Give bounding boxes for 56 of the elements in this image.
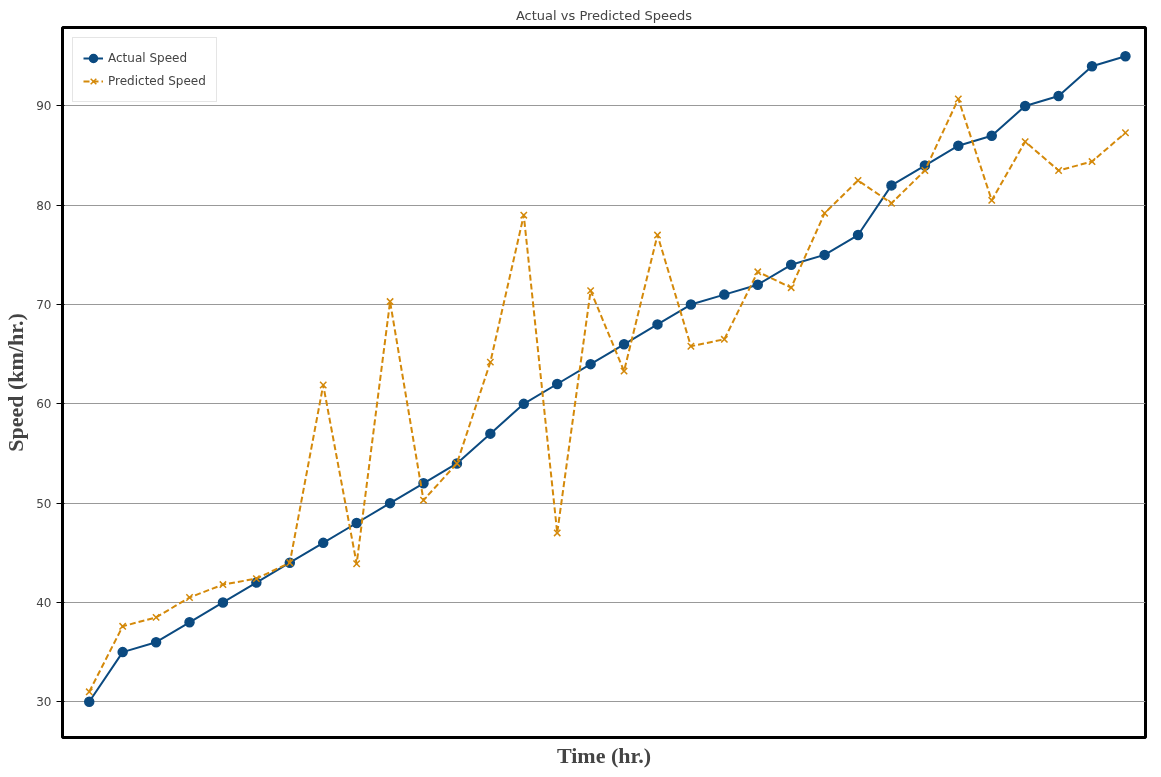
point: [252, 574, 261, 583]
chart-title: Actual vs Predicted Speeds: [515, 7, 693, 23]
point: [719, 289, 730, 300]
point: [485, 428, 496, 439]
point: [986, 130, 997, 141]
point: [886, 180, 897, 191]
point: [185, 593, 194, 602]
point: [1086, 60, 1098, 72]
point: [384, 497, 396, 509]
y-tick-label: 90: [36, 99, 52, 114]
y-tick-label: 30: [36, 695, 52, 710]
point: [551, 378, 563, 390]
point: [1121, 128, 1130, 137]
point: [351, 517, 362, 529]
y-axis-title: Speed (km/hr.): [3, 313, 29, 452]
point: [317, 537, 329, 549]
point: [618, 339, 630, 350]
point: [753, 267, 762, 276]
y-tick-label: 40: [36, 595, 52, 610]
point: [85, 687, 94, 696]
point: [519, 211, 528, 220]
y-tick-label: 80: [36, 198, 52, 213]
y-tick-label: 70: [36, 298, 52, 313]
point: [586, 286, 595, 295]
point: [852, 229, 864, 241]
point: [585, 358, 596, 370]
y-tick-label: 50: [36, 496, 52, 511]
point: [150, 636, 162, 648]
point: [620, 367, 628, 376]
point: [953, 140, 964, 151]
point: [184, 617, 195, 628]
point: [1019, 100, 1031, 112]
point: [1120, 51, 1131, 62]
point: [1021, 137, 1030, 146]
point: [819, 249, 830, 261]
point: [83, 696, 95, 707]
point: [486, 358, 495, 367]
point: [1053, 90, 1064, 102]
point: [217, 597, 229, 608]
point: [117, 646, 128, 658]
point: [419, 496, 428, 505]
legend-label: Actual Speed: [108, 51, 188, 65]
point: [785, 259, 797, 271]
point: [319, 381, 328, 389]
point: [518, 398, 530, 410]
point: [1054, 166, 1063, 175]
point: [987, 196, 996, 205]
point: [386, 297, 395, 306]
point: [652, 319, 663, 330]
point: [752, 279, 764, 290]
point: [720, 335, 729, 344]
y-tick-label: 60: [36, 397, 52, 412]
point: [685, 299, 697, 310]
legend-label: Predicted Speed: [108, 74, 206, 88]
point: [1088, 157, 1096, 166]
x-axis-title: Time (hr.): [556, 742, 652, 768]
